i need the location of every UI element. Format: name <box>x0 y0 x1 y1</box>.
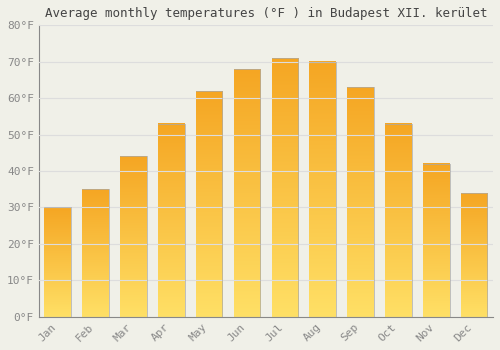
Title: Average monthly temperatures (°F ) in Budapest XII. kerület: Average monthly temperatures (°F ) in Bu… <box>44 7 487 20</box>
